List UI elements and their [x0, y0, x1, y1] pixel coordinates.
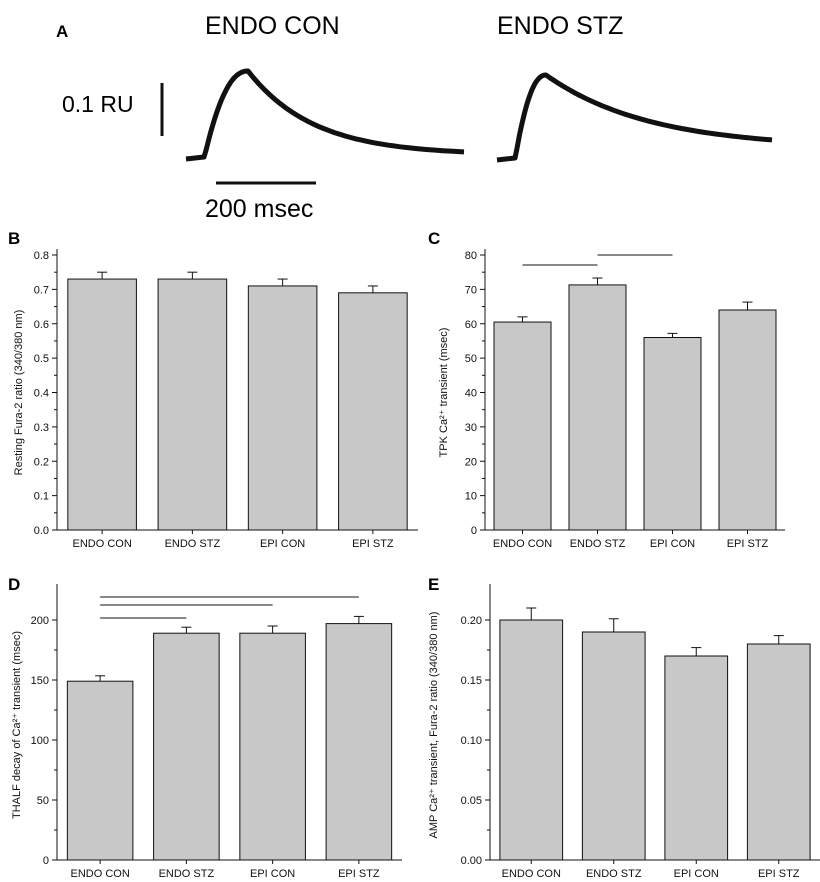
bar-d	[239, 632, 306, 861]
x-tick-label-c: ENDO STZ	[570, 538, 626, 550]
bar-c	[643, 337, 702, 531]
bar-chart-thalf: 0 50 100 150 200 THALF decay of Ca²⁺ transien…	[11, 584, 402, 880]
bar-b	[247, 285, 318, 531]
x-tick-label-c: EPI STZ	[727, 538, 769, 550]
bar-e	[664, 655, 729, 861]
bar-chart-amp: 0.00 0.05 0.10 0.15 0.20 AMP Ca²⁺ transient, …	[428, 584, 820, 880]
y-tick-label-d: 200	[31, 615, 49, 627]
panel-d-letter: D	[8, 575, 20, 594]
bar-e	[746, 643, 811, 861]
x-tick-label-e: EPI STZ	[758, 868, 800, 880]
y-tick-label-d: 0	[43, 855, 49, 867]
scale-bar-y-label: 0.1 RU	[62, 91, 134, 117]
x-tick-label-e: ENDO STZ	[586, 868, 642, 880]
y-axis-label-c: TPK Ca²⁺ transient (msec)	[438, 328, 450, 458]
x-tick-label-d: EPI STZ	[338, 868, 380, 880]
y-tick-label-d: 50	[37, 795, 49, 807]
scale-bar-x-label: 200 msec	[205, 195, 313, 223]
panel-c-letter: C	[428, 229, 440, 248]
x-tick-label-b: ENDO CON	[72, 538, 131, 550]
bar-d	[66, 680, 134, 861]
y-tick-label-b: 0.0	[34, 525, 49, 537]
panel-a: A ENDO CON ENDO STZ 0.1 RU 200 msec	[56, 12, 773, 223]
y-axis-label-b: Resting Fura-2 ratio (340/380 nm)	[13, 310, 25, 476]
bar-d	[325, 623, 393, 861]
x-tick-label-b: EPI CON	[260, 538, 305, 550]
y-tick-label-b: 0.6	[34, 319, 49, 331]
x-tick-label-d: EPI CON	[250, 868, 295, 880]
x-tick-label-b: EPI STZ	[352, 538, 394, 550]
trace-endo-stz	[496, 72, 773, 163]
y-tick-label-b: 0.5	[34, 353, 49, 365]
y-tick-label-b: 0.7	[34, 284, 49, 296]
bar-chart-resting-ratio: 0.0 0.1 0.2 0.3 0.4 0.5 0.6 0.7 0.8 Resting Fura-…	[13, 249, 418, 550]
x-tick-label-d: ENDO CON	[70, 868, 129, 880]
bar-c	[493, 321, 552, 531]
y-tick-label-c: 80	[465, 250, 477, 262]
trace-title-endo-con: ENDO CON	[205, 12, 340, 40]
x-tick-label-b: ENDO STZ	[165, 538, 221, 550]
y-tick-label-c: 60	[465, 319, 477, 331]
bar-b	[67, 278, 137, 531]
x-tick-label-e: EPI CON	[674, 868, 719, 880]
y-axis-label-e: AMP Ca²⁺ transient, Fura-2 ratio (340/38…	[428, 612, 440, 839]
y-tick-label-b: 0.8	[34, 250, 49, 262]
y-tick-label-b: 0.4	[34, 388, 49, 400]
panel-e-letter: E	[428, 575, 439, 594]
panel-a-letter: A	[56, 22, 68, 41]
y-tick-label-c: 20	[465, 456, 477, 468]
y-tick-label-d: 150	[31, 675, 49, 687]
bar-chart-tpk: 0 10 20 30 40 50 60 70 80 TPK Ca²⁺ transient (mse…	[438, 249, 785, 550]
x-tick-label-c: ENDO CON	[493, 538, 552, 550]
y-tick-label-e: 0.10	[461, 735, 482, 747]
x-tick-label-e: ENDO CON	[502, 868, 561, 880]
y-tick-label-e: 0.15	[461, 675, 482, 687]
y-tick-label-e: 0.05	[461, 795, 482, 807]
y-tick-label-c: 50	[465, 353, 477, 365]
y-tick-label-e: 0.20	[461, 615, 482, 627]
y-tick-label-d: 100	[31, 735, 49, 747]
bar-d	[153, 632, 220, 861]
panel-b-letter: B	[8, 229, 20, 248]
y-tick-label-b: 0.3	[34, 422, 49, 434]
bar-b	[338, 292, 408, 531]
x-tick-label-d: ENDO STZ	[159, 868, 215, 880]
bar-b	[157, 278, 228, 531]
trace-endo-con	[185, 68, 465, 162]
bar-e	[581, 631, 646, 861]
y-axis-label-d: THALF decay of Ca²⁺ transient (msec)	[11, 631, 23, 819]
y-tick-label-c: 40	[465, 388, 477, 400]
y-tick-label-c: 0	[471, 525, 477, 537]
y-tick-label-c: 70	[465, 284, 477, 296]
y-tick-label-e: 0.00	[461, 855, 482, 867]
bar-c	[568, 284, 627, 531]
bar-e	[499, 619, 564, 861]
bar-c	[718, 309, 777, 531]
y-tick-label-b: 0.1	[34, 491, 49, 503]
y-tick-label-c: 30	[465, 422, 477, 434]
y-tick-label-c: 10	[465, 491, 477, 503]
y-tick-label-b: 0.2	[34, 456, 49, 468]
trace-title-endo-stz: ENDO STZ	[497, 12, 623, 40]
x-tick-label-c: EPI CON	[650, 538, 695, 550]
